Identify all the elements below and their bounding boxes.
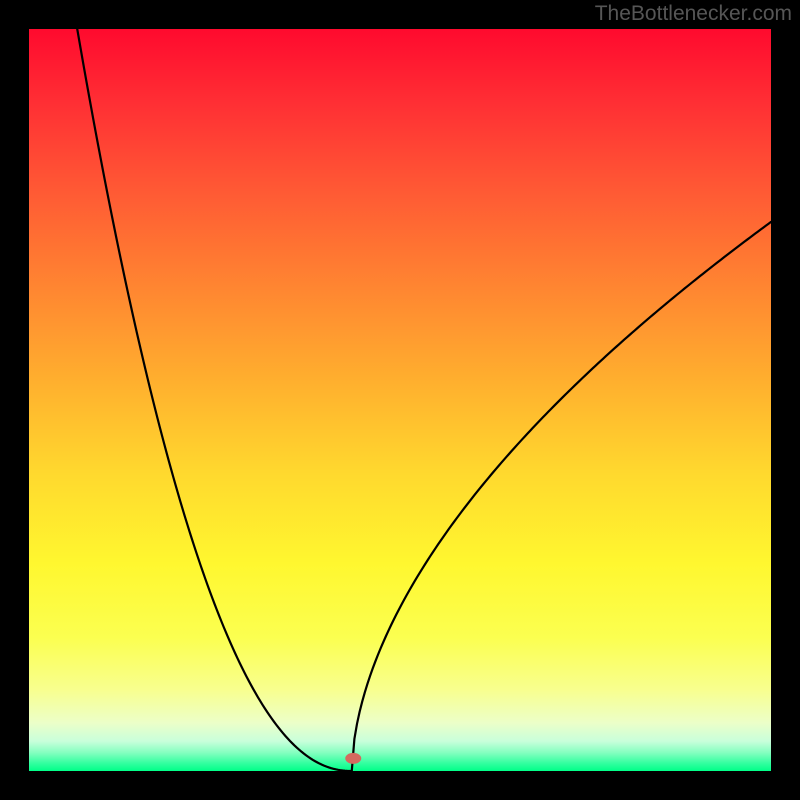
minimum-marker: [345, 753, 361, 764]
bottleneck-chart: [0, 0, 800, 800]
watermark-text: TheBottlenecker.com: [595, 2, 792, 26]
plot-background: [29, 29, 771, 771]
chart-container: TheBottlenecker.com: [0, 0, 800, 800]
